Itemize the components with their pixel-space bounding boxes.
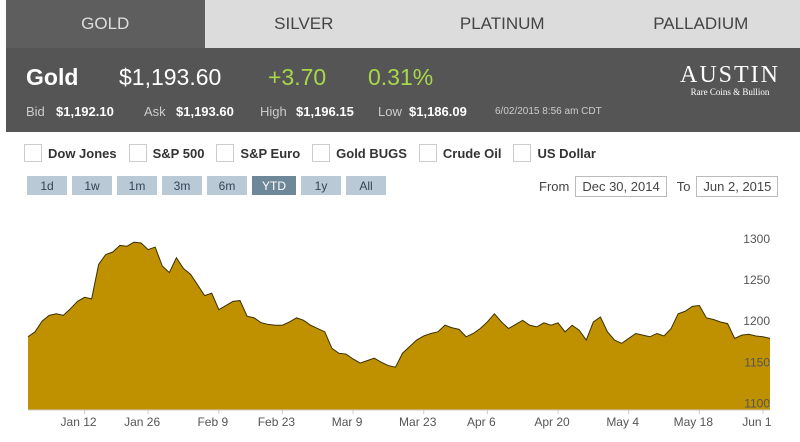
range-button[interactable]: 1m [117,176,157,195]
y-tick-label: 1150 [744,355,770,369]
line [27,241,771,368]
checkbox[interactable]: S&P Euro [216,144,300,162]
quote-panel: Gold $1,193.60 +3.70 0.31% Bid $1,192.10… [6,48,800,132]
low-label: Low [378,104,402,119]
x-tick-label: Mar 9 [332,415,363,429]
x-tick-label: Jan 26 [124,415,160,429]
bid: $1,192.10 [56,104,114,119]
y-tick-label: 1200 [743,314,770,328]
logo-tagline: Rare Coins & Bullion [690,87,770,97]
range-button[interactable]: YTD [252,176,296,195]
logo-name: AUSTIN [680,62,780,88]
tab[interactable]: GOLD [6,0,205,48]
x-tick-label: Apr 20 [534,415,570,429]
metal-tabs: GOLD SILVER PLATINUM PALLADIUM [6,0,800,48]
change-pct: 0.31% [368,64,434,90]
range-button[interactable]: 1w [72,176,112,195]
overlay-options: Dow Jones S&P 500 S&P Euro Gold BUGS Cru… [24,144,608,162]
area [28,242,770,410]
logo: AUSTIN Rare Coins & Bullion [680,62,780,97]
range-buttons: 1d 1w 1m 3m 6m YTD 1y All [27,176,391,195]
tab[interactable]: PALLADIUM [601,0,800,48]
from-input[interactable]: Dec 30, 2014 [575,176,667,197]
range-button[interactable]: 3m [162,176,202,195]
y-tick-label: 1250 [743,273,770,287]
x-tick-label: Apr 6 [467,415,496,429]
checkbox[interactable]: Gold BUGS [312,144,407,162]
range-button[interactable]: 6m [207,176,247,195]
y-tick-label: 1300 [743,232,770,246]
high: $1,196.15 [296,104,354,119]
low: $1,186.09 [409,104,467,119]
range-button[interactable]: 1y [301,176,341,195]
metal-name: Gold [26,64,79,90]
from-label: From [539,179,570,194]
x-tick-label: Feb 23 [258,415,296,429]
to-label: To [676,179,691,194]
checkbox[interactable]: S&P 500 [128,144,205,162]
x-tick-label: Jan 12 [61,415,97,429]
tab[interactable]: SILVER [204,0,403,48]
checkbox-label: Gold BUGS [336,145,407,161]
checkbox-label: S&P Euro [240,145,301,161]
checkbox[interactable]: Crude Oil [418,144,502,162]
date-range: From Dec 30, 2014 To Jun 2, 2015 [539,176,788,197]
checkbox[interactable]: US Dollar [513,144,596,162]
x-tick-label: Jun 1 [742,415,772,429]
timestamp: 6/02/2015 8:56 am CDT [495,106,602,117]
tab[interactable]: PLATINUM [403,0,602,48]
x-tick-label: May 4 [606,415,639,429]
range-button[interactable]: All [346,176,386,195]
x-tick-label: Feb 9 [197,415,228,429]
checkbox-label: S&P 500 [152,145,205,161]
ask: $1,193.60 [176,104,234,119]
to-input[interactable]: Jun 2, 2015 [696,176,779,197]
ask-label: Ask [144,104,166,119]
x-tick-label: May 18 [674,415,714,429]
checkbox[interactable]: Dow Jones [24,144,117,162]
change: +3.70 [268,64,327,90]
bid-label: Bid [26,104,45,119]
checkbox-label: US Dollar [537,145,596,161]
price: $1,193.60 [119,64,222,90]
high-label: High [260,104,287,119]
x-tick-label: Mar 23 [399,415,437,429]
range-button[interactable]: 1d [27,176,67,195]
y-tick-label: 1100 [744,396,770,410]
checkbox-label: Crude Oil [442,145,502,161]
checkbox-label: Dow Jones [48,145,117,161]
